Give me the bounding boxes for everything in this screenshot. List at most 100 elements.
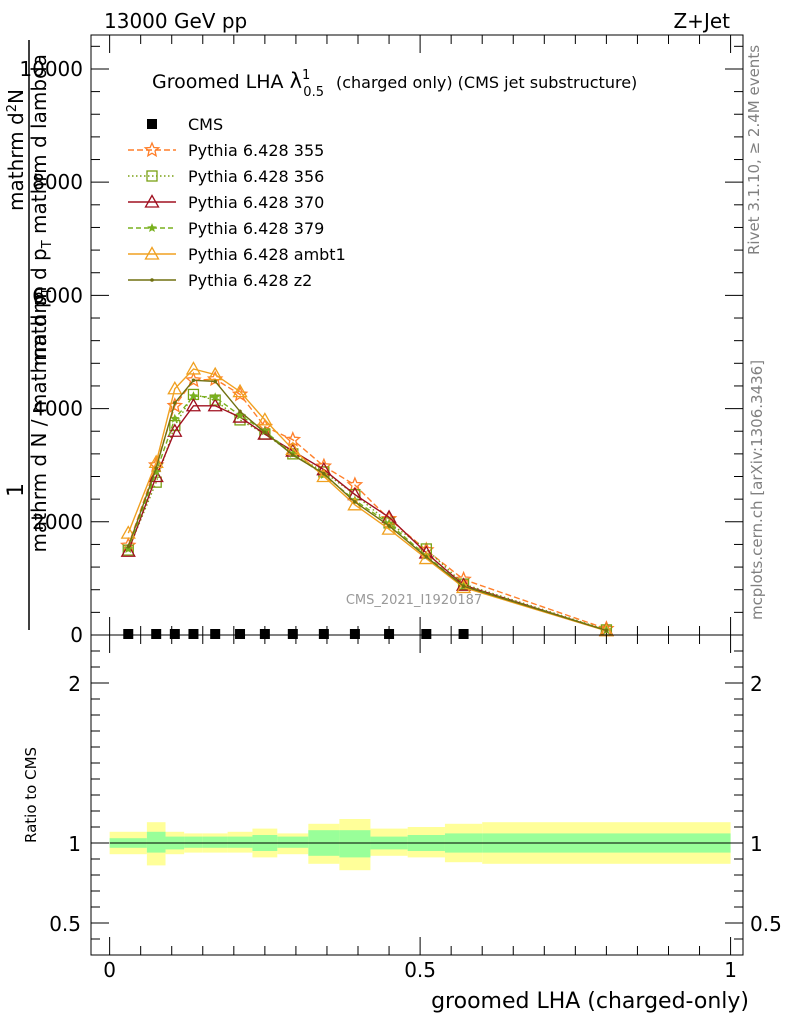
cms-data-point [169,629,180,639]
series-line [127,395,607,631]
series-point [263,430,267,435]
cms-data-layer [123,629,469,639]
cms-data-point [458,629,469,639]
legend-entry: Pythia 6.428 ambt1 [188,245,346,264]
y-label-denominator-sub: T [40,287,55,296]
plot-title: Groomed LHA λ1 0.5 (charged only) (CMS jet… [152,68,637,100]
legend-marker [144,194,160,208]
main-y-tick-label: 0 [70,623,83,647]
y-label-denominator: mathrm d N / mathrm d pT [27,287,55,552]
mcplots-note: mcplots.cern.ch [arXiv:1306.3436] [748,360,766,620]
legend-marker [146,170,158,182]
series-point [120,525,136,539]
title-symbol: λ [290,69,302,93]
x-tick-label: 1 [724,958,737,982]
series-point [151,467,161,476]
series-point [167,380,183,395]
legend-entry: Pythia 6.428 z2 [188,271,312,290]
series-point [185,397,202,412]
ratio-inner-band [339,830,371,858]
series-point [173,401,177,405]
series-point [123,544,133,553]
series-point [166,397,184,413]
series-point [604,628,609,633]
series-point [207,397,223,412]
cms-data-point [349,629,360,639]
series-point [257,426,273,440]
series-point [191,378,196,383]
cms-data-point [210,629,221,639]
legend-entry: CMS [188,115,223,134]
ratio-y-tick-label: 1 [68,832,81,856]
ratio-y-tick-label-right: 2 [750,672,763,696]
series-point [167,423,183,437]
legend-entry: Pythia 6.428 356 [188,167,324,186]
series-point [350,495,360,505]
legend: CMS Pythia 6.428 355 Pythia 6.428 356 Pythi… [128,115,346,290]
ratio-y-tick-label-right: 1 [750,832,763,856]
cms-data-point [384,629,395,639]
series-point [461,584,466,589]
main-y-tick-label: 2000 [32,510,83,534]
ratio-uncertainty-bands [109,819,731,871]
legend-entry: Pythia 6.428 379 [188,219,324,238]
ratio-plot-frame [90,634,744,956]
series-point [120,543,136,557]
series-point [322,471,326,476]
cms-data-point [123,629,134,639]
series-layer [119,361,615,637]
ratio-inner-band [227,836,253,848]
series-point [231,385,249,402]
series-point [126,544,131,549]
series-line [127,368,607,632]
series-point [213,379,217,384]
ratio-inner-band [277,836,309,848]
main-y-tick-label: 10000 [19,57,83,81]
title-superscript: 1 [302,68,310,83]
series-line [127,379,607,632]
cms-data-point [235,629,246,639]
process-label: Z+Jet [673,9,730,33]
series-point [291,453,295,457]
y-label-right-den-text: mathrm d p [27,248,51,366]
series-point [353,500,357,504]
legend-marker [144,246,160,260]
main-y-axis-label-right: mathrm d2N mathrm d pT mathrm d lambda [4,54,55,366]
ratio-x-axis: 0 0.5 1 [103,635,737,982]
energy-label: 13000 GeV pp [104,9,247,33]
y-label-right-num-text: mathrm d [4,112,28,211]
x-axis-label: groomed LHA (charged-only) [431,989,749,1014]
ratio-y-tick-label-right: 0.5 [750,912,782,936]
series-point [235,410,245,420]
series-point [170,413,180,423]
series-point [232,409,248,423]
y-label-right-num-sup: 2 [5,104,20,112]
ratio-inner-band [184,836,203,848]
series-point [185,361,202,375]
main-y-tick-label: 8000 [32,170,83,194]
x-tick-label: 0 [103,958,116,982]
cms-data-point [259,629,270,639]
cms-data-point [421,629,432,639]
ratio-y-label: Ratio to CMS [22,747,40,843]
main-y-tick-label: 6000 [32,283,83,307]
series-point [154,466,158,470]
y-label-right-numerator: mathrm d2N [4,89,28,211]
ratio-y-axis: 0.5 0.5 1 1 2 2 [49,650,782,940]
legend-entry: Pythia 6.428 370 [188,193,324,212]
series-point [387,523,391,528]
series-point [210,392,220,402]
ratio-y-tick-label: 2 [68,672,81,696]
ratio-y-tick-label: 0.5 [49,912,81,936]
series-point [238,409,242,414]
legend-entry: Pythia 6.428 355 [188,141,324,160]
cms-data-point [188,629,199,639]
legend-marker [143,141,161,158]
series-point [418,550,434,565]
title-main: Groomed LHA [152,71,290,93]
series-point [424,555,429,559]
ratio-panel: 0.5 0.5 1 1 2 2 0 0.5 1 Ratio to CMS groomed LH… [22,634,782,1014]
cms-data-point [318,629,329,639]
series-point [232,383,248,398]
series-point [257,412,273,426]
